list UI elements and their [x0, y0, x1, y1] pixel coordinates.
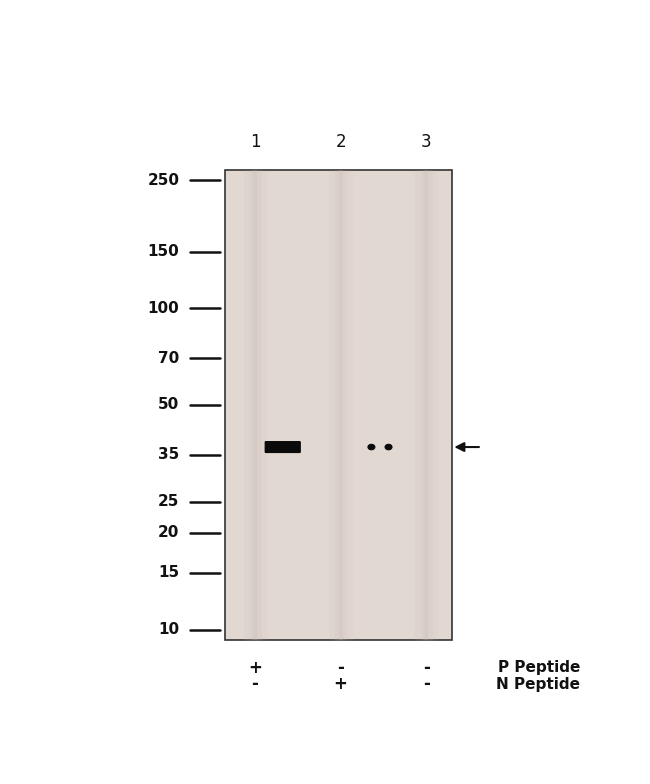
Text: -: -: [337, 659, 344, 677]
Text: 50: 50: [158, 397, 179, 412]
Text: +: +: [333, 676, 348, 694]
Text: 1: 1: [250, 133, 261, 151]
Text: 25: 25: [158, 494, 179, 509]
Bar: [225, 169, 452, 641]
Text: 250: 250: [148, 173, 179, 188]
Text: 2: 2: [335, 133, 346, 151]
Ellipse shape: [385, 444, 393, 450]
Text: 15: 15: [159, 565, 179, 580]
Text: 35: 35: [158, 447, 179, 463]
Text: 20: 20: [158, 525, 179, 540]
Text: P Peptide: P Peptide: [498, 660, 580, 675]
Text: N Peptide: N Peptide: [496, 677, 580, 692]
FancyBboxPatch shape: [265, 441, 301, 453]
Text: 150: 150: [148, 244, 179, 260]
Text: 10: 10: [159, 622, 179, 637]
Text: +: +: [248, 659, 262, 677]
Text: 70: 70: [158, 350, 179, 365]
Text: -: -: [423, 659, 430, 677]
Text: 3: 3: [421, 133, 432, 151]
Text: -: -: [423, 676, 430, 694]
Text: 100: 100: [148, 301, 179, 316]
Ellipse shape: [367, 444, 376, 450]
Text: -: -: [252, 676, 259, 694]
